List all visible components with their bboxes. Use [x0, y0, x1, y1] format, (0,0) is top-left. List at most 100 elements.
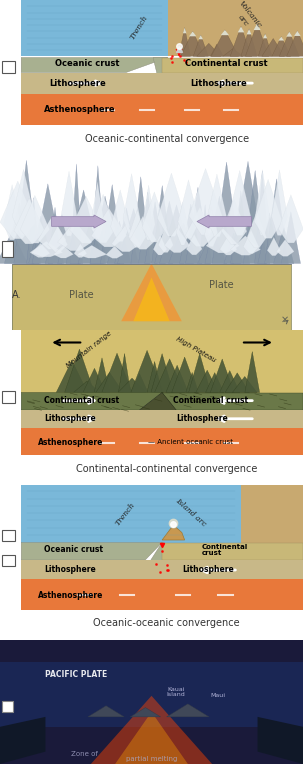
- Polygon shape: [14, 160, 39, 264]
- Polygon shape: [210, 359, 234, 393]
- Polygon shape: [262, 38, 285, 57]
- Polygon shape: [186, 235, 202, 255]
- Polygon shape: [78, 219, 103, 264]
- Polygon shape: [118, 378, 146, 393]
- Polygon shape: [0, 231, 28, 264]
- Bar: [2, 555, 15, 566]
- Polygon shape: [70, 164, 83, 264]
- Polygon shape: [20, 196, 49, 243]
- Polygon shape: [90, 196, 120, 264]
- Polygon shape: [32, 184, 64, 264]
- Polygon shape: [205, 207, 218, 247]
- Polygon shape: [155, 201, 184, 264]
- Polygon shape: [254, 24, 261, 30]
- Polygon shape: [121, 264, 182, 321]
- Polygon shape: [279, 32, 299, 57]
- Text: Maui: Maui: [211, 693, 226, 698]
- Polygon shape: [21, 485, 247, 542]
- Text: Plate: Plate: [209, 280, 234, 290]
- Polygon shape: [130, 707, 161, 717]
- Polygon shape: [241, 485, 303, 542]
- Polygon shape: [138, 193, 157, 264]
- Text: Volcanic
arc: Volcanic arc: [230, 0, 263, 35]
- Text: Continental
crust: Continental crust: [201, 544, 248, 556]
- Polygon shape: [147, 361, 162, 393]
- Polygon shape: [169, 223, 199, 264]
- Polygon shape: [69, 196, 103, 244]
- Polygon shape: [102, 353, 132, 393]
- Polygon shape: [112, 224, 140, 251]
- Polygon shape: [107, 221, 131, 264]
- Text: A.: A.: [12, 290, 22, 300]
- Polygon shape: [243, 230, 259, 254]
- Polygon shape: [118, 209, 150, 264]
- Polygon shape: [258, 34, 272, 57]
- Polygon shape: [157, 173, 185, 236]
- Polygon shape: [28, 216, 53, 264]
- Polygon shape: [21, 0, 168, 57]
- Polygon shape: [230, 27, 252, 57]
- Bar: [2, 530, 15, 541]
- Polygon shape: [45, 215, 79, 264]
- Text: Lithosphere: Lithosphere: [49, 79, 106, 88]
- Bar: [2, 701, 13, 712]
- Bar: [2, 241, 13, 257]
- Polygon shape: [74, 244, 87, 257]
- Text: Lithosphere: Lithosphere: [44, 565, 95, 575]
- Polygon shape: [278, 37, 284, 40]
- Text: Oceanic crust: Oceanic crust: [55, 60, 119, 68]
- Polygon shape: [287, 31, 303, 57]
- Polygon shape: [12, 264, 291, 330]
- Polygon shape: [220, 235, 237, 255]
- Polygon shape: [0, 662, 303, 727]
- Polygon shape: [31, 243, 50, 257]
- Polygon shape: [228, 170, 251, 235]
- Polygon shape: [118, 354, 131, 393]
- Polygon shape: [211, 30, 238, 57]
- Text: ✕: ✕: [281, 315, 289, 325]
- Polygon shape: [168, 0, 303, 57]
- Polygon shape: [281, 212, 301, 264]
- Text: Kauai
Island: Kauai Island: [166, 687, 185, 698]
- Polygon shape: [206, 228, 239, 253]
- Text: Oceanic crust: Oceanic crust: [44, 545, 103, 555]
- Polygon shape: [205, 373, 224, 393]
- Polygon shape: [56, 361, 88, 393]
- Polygon shape: [225, 373, 249, 393]
- Polygon shape: [5, 202, 34, 264]
- Polygon shape: [198, 35, 203, 39]
- Polygon shape: [221, 199, 247, 244]
- Polygon shape: [38, 217, 66, 249]
- Polygon shape: [4, 185, 21, 240]
- Polygon shape: [48, 207, 62, 264]
- Bar: [2, 61, 15, 73]
- Polygon shape: [176, 202, 189, 245]
- Text: Continental crust: Continental crust: [185, 60, 267, 68]
- Polygon shape: [286, 32, 292, 37]
- Polygon shape: [271, 170, 288, 235]
- Polygon shape: [131, 176, 151, 264]
- Polygon shape: [205, 196, 234, 264]
- Bar: [21, 410, 303, 428]
- Polygon shape: [224, 233, 244, 264]
- Polygon shape: [185, 207, 214, 247]
- Text: Mountain range: Mountain range: [65, 331, 112, 370]
- Text: Lithosphere: Lithosphere: [190, 79, 247, 88]
- Polygon shape: [166, 365, 188, 393]
- Text: partial melting: partial melting: [126, 756, 177, 762]
- Polygon shape: [230, 236, 261, 255]
- Polygon shape: [101, 185, 124, 264]
- Polygon shape: [77, 245, 107, 258]
- Polygon shape: [223, 49, 243, 57]
- Text: Asthenosphere: Asthenosphere: [44, 105, 115, 115]
- Polygon shape: [14, 198, 45, 244]
- Polygon shape: [186, 372, 198, 393]
- Text: Oceanic-oceanic convergence: Oceanic-oceanic convergence: [93, 619, 240, 629]
- Polygon shape: [21, 393, 162, 410]
- Polygon shape: [267, 238, 280, 256]
- FancyArrow shape: [52, 215, 106, 228]
- Polygon shape: [245, 351, 260, 393]
- Polygon shape: [58, 221, 81, 264]
- Polygon shape: [130, 216, 156, 249]
- Polygon shape: [185, 187, 210, 264]
